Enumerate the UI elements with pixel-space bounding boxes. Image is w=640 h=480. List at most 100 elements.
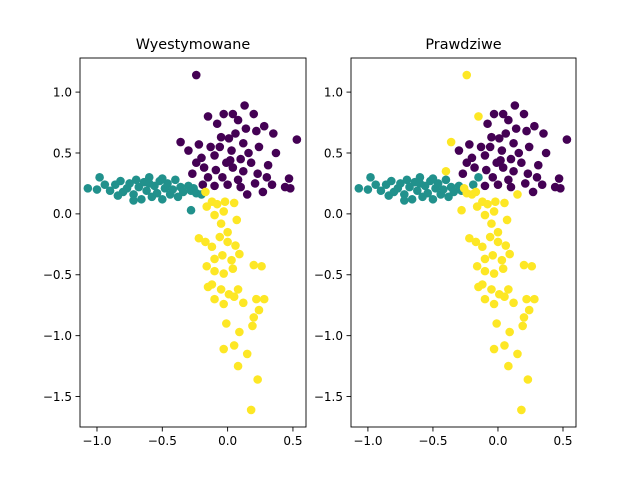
scatter-point [485, 142, 495, 152]
scatter-point [500, 341, 509, 350]
scatter-point [191, 70, 201, 80]
scatter-point [501, 129, 511, 138]
scatter-point [396, 179, 405, 188]
scatter-point [233, 285, 243, 294]
scatter-point [269, 129, 278, 138]
scatter-point [246, 158, 256, 168]
scatter-point [489, 344, 499, 354]
scatter-point [201, 237, 210, 247]
scatter-point [554, 174, 564, 183]
scatter-point [158, 194, 167, 204]
scatter-point [476, 142, 486, 152]
scatter-point [454, 146, 464, 155]
scatter-point [487, 132, 496, 142]
scatter-point [92, 185, 102, 194]
scatter-point [253, 375, 262, 384]
scatter-point [249, 313, 259, 322]
x-tick-label: 0.0 [488, 434, 507, 448]
scatter-point [252, 294, 261, 304]
scatter-point [489, 109, 499, 119]
scatter-point [483, 199, 492, 209]
scatter-point [493, 180, 503, 189]
scatter-point [242, 349, 252, 359]
scatter-point [233, 175, 243, 185]
scatter-point [523, 169, 533, 178]
scatter-point [248, 321, 257, 331]
scatter-point [491, 197, 500, 206]
series-0 [454, 101, 572, 197]
scatter-point [446, 137, 456, 147]
y-tick-label: 0.5 [324, 146, 343, 160]
x-tick-label: 0.5 [553, 434, 572, 448]
scatter-point [493, 227, 503, 237]
scatter-point [505, 327, 514, 337]
y-tick-label: 1.0 [324, 85, 343, 99]
scatter-point [537, 180, 547, 189]
scatter-point [509, 298, 518, 308]
scatter-point [428, 194, 438, 204]
chart-title: Prawdziwe [425, 37, 501, 53]
scatter-point [241, 124, 251, 133]
scatter-point [480, 210, 490, 220]
scatter-point [504, 285, 513, 294]
scatter-point [407, 194, 417, 204]
scatter-point [474, 112, 483, 121]
scatter-point [178, 187, 188, 197]
scatter-point [513, 190, 522, 199]
scatter-point [489, 207, 499, 216]
scatter-point [257, 261, 266, 271]
scatter-point [471, 237, 481, 247]
scatter-point [470, 163, 479, 172]
scatter-point [223, 227, 232, 237]
scatter-point [502, 215, 512, 225]
scatter-point [206, 142, 215, 152]
scatter-point [254, 305, 264, 315]
scatter-point [229, 341, 239, 350]
scatter-point [400, 196, 409, 205]
axes-frame [350, 57, 577, 428]
scatter-point [242, 190, 252, 199]
scatter-point [262, 173, 272, 182]
scatter-point [505, 249, 514, 259]
scatter-point [223, 237, 232, 247]
scatter-point [492, 319, 501, 328]
scatter-point [202, 202, 212, 211]
panel-wyestymowane: −1.0 −0.5 0.0 0.5 1.0 0.5 0.0 −0.5 −1.0 −1.5 Wyest… [43, 37, 307, 448]
scatter-point [224, 134, 234, 143]
scatter-point [483, 119, 492, 129]
axes-frame [79, 57, 307, 428]
scatter-point [471, 187, 481, 197]
scatter-point [488, 173, 498, 182]
scatter-point [458, 169, 468, 178]
scatter-point [233, 361, 243, 371]
scatter-point [428, 174, 438, 183]
scatter-point [481, 165, 491, 175]
scatter-point [533, 160, 543, 170]
scatter-point [219, 109, 228, 119]
scatter-point [415, 179, 425, 188]
y-tick-label: 1.0 [53, 85, 72, 99]
scatter-point [480, 181, 490, 191]
y-tick-label: 0.0 [324, 207, 343, 221]
scatter-point [232, 215, 242, 225]
scatter-point [238, 166, 248, 176]
y-tick-label: −1.5 [43, 390, 72, 404]
y-tick-label: −0.5 [43, 268, 72, 282]
scatter-point [227, 146, 236, 155]
x-tick-label: 0.0 [218, 434, 237, 448]
scatter-point [113, 191, 123, 200]
y-tick-label: 0.5 [53, 146, 72, 160]
scatter-point [184, 146, 193, 155]
scatter-point [233, 115, 243, 125]
scatter-point [513, 349, 522, 359]
scatter-point [497, 146, 507, 155]
y-tick-label: −0.5 [314, 268, 343, 282]
scatter-point [219, 207, 228, 216]
scatter-point [280, 182, 290, 192]
scatter-point [198, 180, 208, 189]
scatter-point [158, 174, 167, 183]
scatter-point [509, 166, 518, 176]
scatter-point [100, 180, 110, 189]
scatter-point [489, 299, 499, 309]
